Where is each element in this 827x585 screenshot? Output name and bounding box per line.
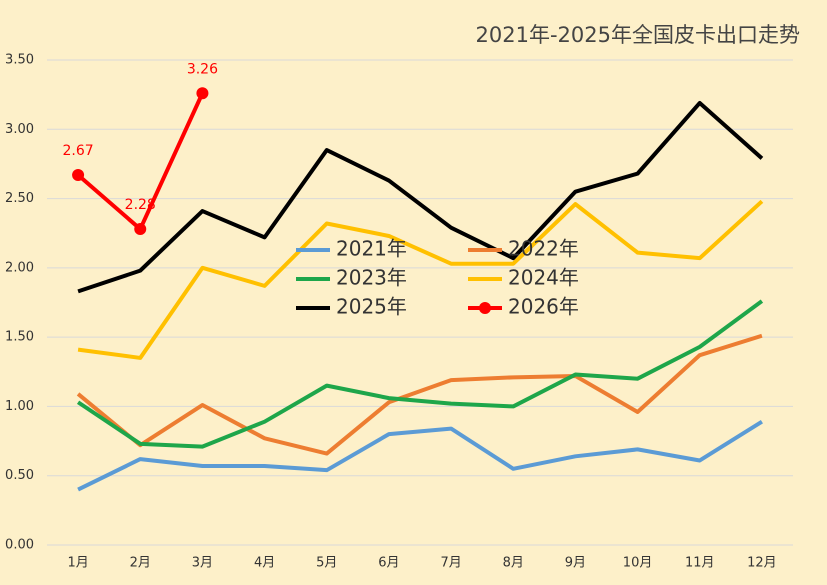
- x-tick-label: 5月: [316, 556, 337, 571]
- series-line: [76, 299, 764, 449]
- legend-label: 2023年: [336, 266, 407, 290]
- data-label: 2.67: [62, 143, 93, 159]
- y-tick-label: 1.50: [5, 330, 34, 345]
- series-line: [77, 199, 764, 360]
- x-tick-label: 11月: [685, 556, 715, 571]
- point-marker: [72, 169, 85, 182]
- data-label: 3.26: [187, 61, 218, 77]
- y-tick-label: 3.00: [5, 122, 34, 137]
- series-line: [77, 100, 764, 294]
- point-marker: [134, 223, 147, 236]
- x-tick-label: 12月: [747, 556, 777, 571]
- y-tick-label: 3.50: [5, 53, 34, 68]
- x-tick-label: 6月: [378, 556, 399, 571]
- series-line: [76, 333, 763, 456]
- y-tick-label: 0.00: [5, 538, 34, 553]
- legend-label: 2024年: [508, 266, 579, 290]
- x-tick-label: 8月: [503, 556, 524, 571]
- y-tick-label: 0.50: [5, 468, 34, 483]
- y-tick-label: 1.00: [5, 399, 34, 414]
- x-tick-label: 3月: [192, 556, 213, 571]
- x-tick-label: 1月: [67, 556, 88, 571]
- legend-label: 2025年: [336, 295, 407, 319]
- y-tick-label: 2.50: [5, 191, 34, 206]
- data-label: 2.28: [125, 197, 156, 213]
- series-line: [77, 419, 763, 492]
- x-tick-label: 4月: [254, 556, 275, 571]
- legend-label: 2026年: [508, 295, 579, 319]
- legend-label: 2021年: [336, 237, 407, 261]
- legend-marker: [479, 302, 491, 314]
- chart-title: 2021年-2025年全国皮卡出口走势: [476, 23, 800, 47]
- x-tick-label: 9月: [565, 556, 586, 571]
- x-tick-label: 2月: [130, 556, 151, 571]
- x-tick-label: 10月: [623, 556, 653, 571]
- point-marker: [196, 87, 209, 100]
- legend-label: 2022年: [508, 237, 579, 261]
- x-tick-label: 7月: [440, 556, 461, 571]
- y-tick-label: 2.00: [5, 260, 34, 275]
